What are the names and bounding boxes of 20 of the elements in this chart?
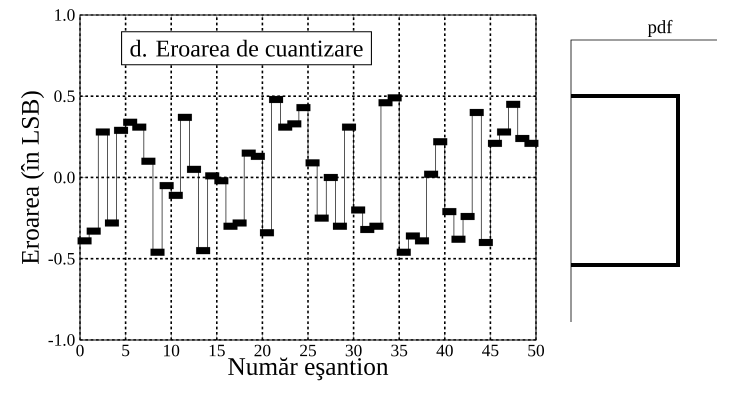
x-tick-label: 15 xyxy=(210,344,225,356)
text: pdf xyxy=(648,20,672,38)
x-tick-label: 10 xyxy=(164,344,180,356)
x-tick-label: 40 xyxy=(436,344,453,356)
y-tick-label: 0.0 xyxy=(54,172,75,184)
y-axis-title: Eroarea (în LSB) xyxy=(21,91,44,264)
x-tick-label: 50 xyxy=(528,344,544,356)
y-tick-label: 0.5 xyxy=(54,90,75,102)
x-axis-title: Număr eşantion xyxy=(228,358,388,380)
x-tick-label: 35 xyxy=(391,344,408,356)
x-tick-label: 45 xyxy=(482,344,498,356)
x-tick-label: 5 xyxy=(122,344,130,356)
y-tick-label: -0.5 xyxy=(48,252,75,265)
y-tick-label: 1.0 xyxy=(55,9,75,21)
y-tick-label: -1.0 xyxy=(48,334,75,346)
x-tick-label: 20 xyxy=(254,344,270,356)
x-tick-label: 0 xyxy=(76,344,84,356)
x-tick-label: 25 xyxy=(300,344,316,356)
x-tick-label: 30 xyxy=(346,344,362,356)
text: d. Eroarea de cuantizare xyxy=(130,40,363,57)
